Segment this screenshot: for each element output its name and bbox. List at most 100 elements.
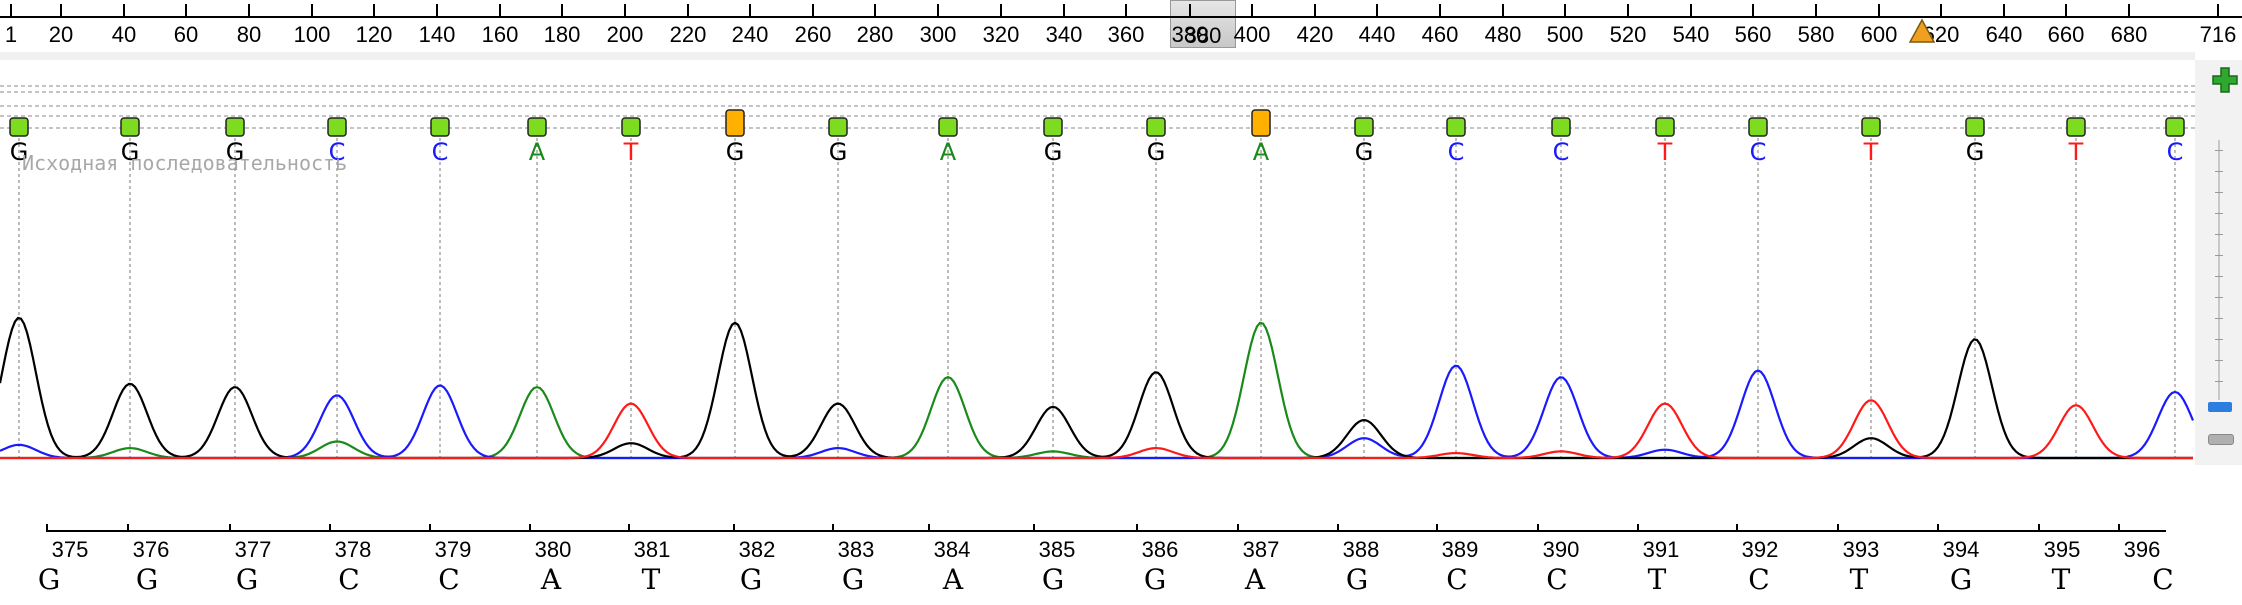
ruler-tick xyxy=(749,4,751,16)
quality-bar xyxy=(938,117,958,137)
zoom-slider-track[interactable] xyxy=(2218,140,2220,400)
ruler-tick xyxy=(1752,4,1754,16)
ruler-label: 520 xyxy=(1609,22,1647,47)
quality-bar xyxy=(1551,117,1571,137)
zoom-slider-tick xyxy=(2215,297,2223,298)
quality-bar xyxy=(1446,117,1466,137)
position-label: 378 xyxy=(334,537,372,562)
consensus-letter[interactable]: A xyxy=(1244,563,1266,596)
position-tick xyxy=(329,524,331,532)
ruler-tick xyxy=(1439,4,1441,16)
ruler-label: 440 xyxy=(1358,22,1396,47)
position-label: 379 xyxy=(434,537,472,562)
quality-bar xyxy=(327,117,347,137)
consensus-letter[interactable]: G xyxy=(1143,563,1167,596)
ruler-tick xyxy=(123,4,125,16)
zoom-slider-tick xyxy=(2215,234,2223,235)
quality-bar xyxy=(527,117,547,137)
ruler-label: 120 xyxy=(355,22,393,47)
consensus-letter[interactable]: T xyxy=(1647,563,1667,596)
ruler-label: 500 xyxy=(1546,22,1584,47)
ruler-tick xyxy=(2003,4,2005,16)
consensus-letter[interactable]: C xyxy=(2152,563,2174,596)
position-label: 380 xyxy=(534,537,572,562)
position-label: 393 xyxy=(1842,537,1880,562)
ruler-tick xyxy=(1376,4,1378,16)
ruler-tick xyxy=(874,4,876,16)
ruler-tick xyxy=(2065,4,2067,16)
ruler-label: 80 xyxy=(236,22,262,47)
warning-triangle-icon[interactable] xyxy=(1908,18,1936,44)
position-label: 375 xyxy=(51,537,89,562)
quality-bar xyxy=(1146,117,1166,137)
ruler-tick xyxy=(1627,4,1629,16)
ruler-label: 420 xyxy=(1296,22,1334,47)
position-tick xyxy=(1033,524,1035,532)
quality-bars xyxy=(9,109,2185,137)
position-label: 394 xyxy=(1942,537,1980,562)
consensus-letter[interactable]: G xyxy=(841,563,865,596)
ruler-label: 220 xyxy=(669,22,707,47)
ruler-tick xyxy=(561,4,563,16)
position-label: 387 xyxy=(1242,537,1280,562)
ruler-tick xyxy=(10,4,12,16)
consensus-letter[interactable]: T xyxy=(1849,563,1869,596)
base-call-letter: T xyxy=(2068,138,2084,166)
quality-bar xyxy=(9,117,29,137)
position-label: 390 xyxy=(1542,537,1580,562)
plus-icon[interactable] xyxy=(2210,65,2240,95)
ruler-tick xyxy=(1251,4,1253,16)
base-call-letter: C xyxy=(1553,138,1570,166)
base-call-guides xyxy=(18,138,2176,458)
consensus-letter[interactable]: G xyxy=(1041,563,1065,596)
consensus-letter[interactable]: G xyxy=(37,563,61,596)
position-tick xyxy=(1436,524,1438,532)
ruler-tick xyxy=(687,4,689,16)
base-call-letter: G xyxy=(1966,138,1985,166)
position-label: 391 xyxy=(1642,537,1680,562)
ruler-label: 200 xyxy=(606,22,644,47)
position-label: 396 xyxy=(2123,537,2161,562)
consensus-letter[interactable]: T xyxy=(2051,563,2071,596)
minus-icon[interactable] xyxy=(2208,434,2234,445)
zoom-slider-tick xyxy=(2215,150,2223,151)
consensus-letter[interactable]: C xyxy=(1546,563,1568,596)
position-tick xyxy=(429,524,431,532)
ruler-tick xyxy=(436,4,438,16)
quality-bar xyxy=(1965,117,1985,137)
consensus-letter[interactable]: G xyxy=(1949,563,1973,596)
ruler-label: 240 xyxy=(731,22,769,47)
consensus-letter[interactable]: T xyxy=(641,563,661,596)
position-label: 382 xyxy=(738,537,776,562)
zoom-slider-handle[interactable] xyxy=(2208,402,2232,412)
quality-bar xyxy=(621,117,641,137)
consensus-letter[interactable]: G xyxy=(135,563,159,596)
consensus-letter[interactable]: C xyxy=(1748,563,1770,596)
consensus-letter[interactable]: C xyxy=(338,563,360,596)
ruler-tick xyxy=(185,4,187,16)
consensus-letter[interactable]: G xyxy=(235,563,259,596)
consensus-letter[interactable]: A xyxy=(540,563,562,596)
consensus-letter[interactable]: C xyxy=(1446,563,1468,596)
consensus-letter[interactable]: G xyxy=(739,563,763,596)
consensus-letter[interactable]: C xyxy=(438,563,460,596)
position-tick xyxy=(127,524,129,532)
consensus-letter[interactable]: G xyxy=(1345,563,1369,596)
position-tick xyxy=(1337,524,1339,532)
quality-bar xyxy=(725,109,745,137)
position-label: 388 xyxy=(1342,537,1380,562)
ruler-label: 380 xyxy=(1171,22,1209,47)
ruler-separator xyxy=(0,52,2195,60)
position-label: 386 xyxy=(1141,537,1179,562)
consensus-letter[interactable]: A xyxy=(942,563,964,596)
position-label: 384 xyxy=(933,537,971,562)
ruler-label: 300 xyxy=(919,22,957,47)
position-ruler[interactable]: 380 1 20 40 60 80 100 120 140 160 180 200 220 240 260… xyxy=(0,0,2242,52)
ruler-label: 600 xyxy=(1860,22,1898,47)
ruler-label: 640 xyxy=(1985,22,2023,47)
position-label: 376 xyxy=(132,537,170,562)
base-call-letter: A xyxy=(940,138,957,166)
ruler-label: 400 xyxy=(1233,22,1271,47)
ruler-current-window[interactable]: 380 xyxy=(1170,0,1236,48)
